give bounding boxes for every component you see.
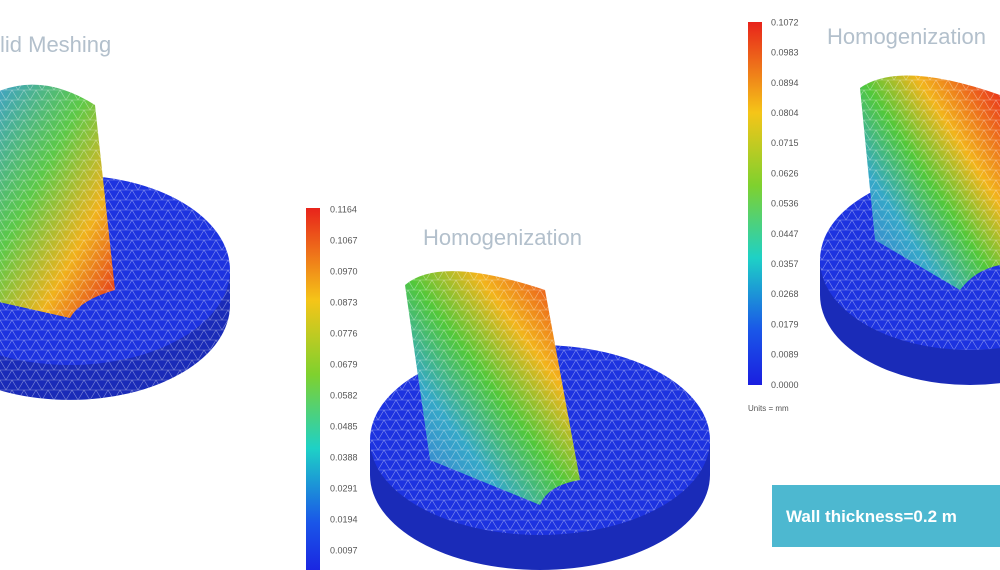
colorbar-label: 0.0776 [330,328,358,338]
colorbar-label: 0.1164 [330,204,357,214]
colorbar-label: 0.0873 [330,297,358,307]
mesh [405,271,580,505]
colorbar-label: 0.0983 [771,48,799,58]
units-label: Units = mm [748,404,789,413]
colorbar-label: 0.0970 [330,266,358,276]
colorbar [748,22,762,385]
colorbar-label: 0.0894 [771,78,799,88]
panel-title: lid Meshing [0,32,111,57]
colorbar-label: 0.0388 [330,452,358,462]
panel-title: Homogenization [423,225,582,250]
colorbar-label: 0.0097 [330,545,358,555]
colorbar-label: 0.1072 [771,17,799,27]
panel-left: lid Meshing [0,32,230,400]
colorbar-label: 0.0536 [771,199,799,209]
mesh [860,75,1000,290]
colorbar-label: 0.0485 [330,421,358,431]
colorbar-label: 0.0089 [771,350,799,360]
panel-middle: Homogenization [306,208,710,570]
note-box [772,485,1000,547]
colorbar-label: 0.0679 [330,359,358,369]
colorbar [306,208,320,570]
mesh [0,84,115,318]
panel-title: Homogenization [827,24,986,49]
colorbar-label: 0.0194 [330,514,358,524]
colorbar-label: 0.0357 [771,259,799,269]
colorbar-label: 0.0715 [771,138,799,148]
note: Wall thickness=0.2 m [786,507,957,526]
colorbar-label: 0.0000 [771,380,799,390]
colorbar-label: 0.0447 [771,229,799,239]
mesh [0,270,230,400]
colorbar-label: 0.0268 [771,289,799,299]
panel-right: Homogenization Units = mm Wall thickness… [748,22,1000,547]
colorbar-label: 0.0626 [771,168,799,178]
colorbar-label: 0.0804 [771,108,799,118]
colorbar-label: 0.1067 [330,235,358,245]
colorbar-label: 0.0291 [330,483,358,493]
colorbar-label: 0.0179 [771,319,799,329]
colorbar-label: 0.0582 [330,390,358,400]
